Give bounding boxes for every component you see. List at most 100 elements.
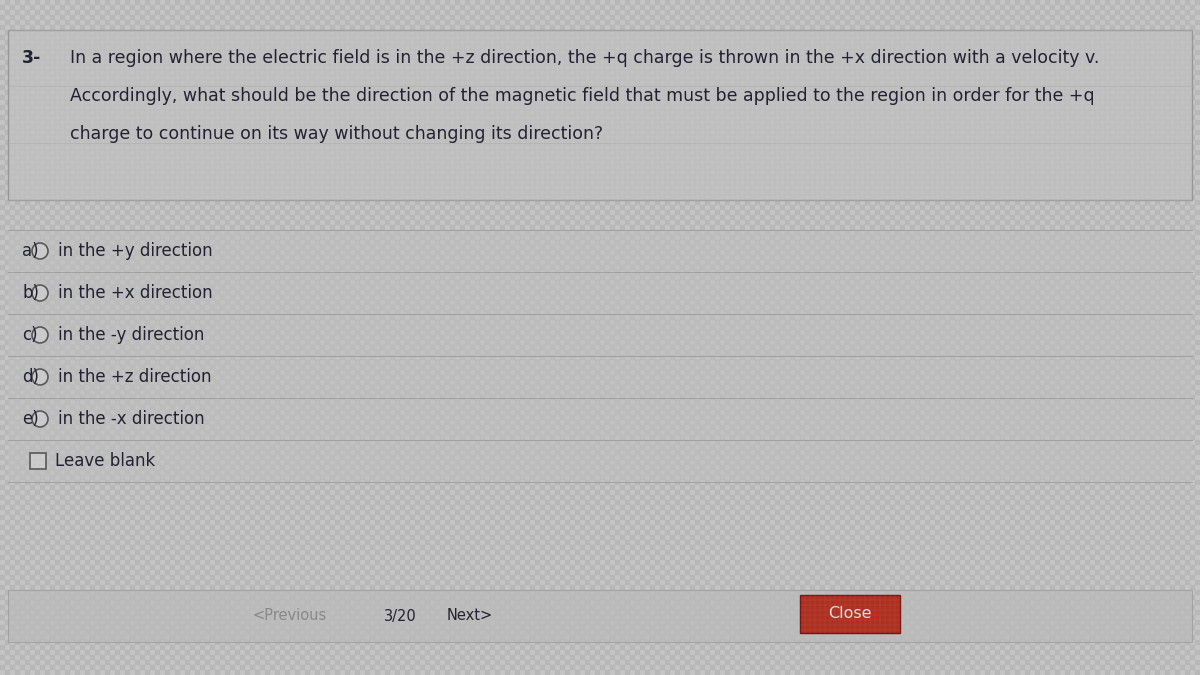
Bar bbox=[100, 390, 106, 395]
Bar bbox=[445, 115, 450, 120]
Bar bbox=[475, 325, 480, 330]
Bar bbox=[1180, 660, 1186, 665]
Bar bbox=[565, 120, 570, 125]
Bar bbox=[775, 670, 780, 675]
Bar bbox=[905, 120, 910, 125]
Bar bbox=[120, 95, 125, 100]
Bar bbox=[170, 315, 175, 320]
Bar bbox=[510, 55, 515, 60]
Bar bbox=[460, 440, 466, 445]
Bar bbox=[50, 450, 55, 455]
Bar bbox=[875, 40, 880, 45]
Bar bbox=[445, 520, 450, 525]
Bar bbox=[445, 385, 450, 390]
Bar bbox=[1120, 540, 1126, 545]
Bar bbox=[440, 500, 445, 505]
Bar bbox=[820, 485, 826, 490]
Bar bbox=[780, 165, 785, 170]
Bar bbox=[1096, 505, 1100, 510]
Bar bbox=[20, 585, 25, 590]
Bar bbox=[445, 285, 450, 290]
Bar bbox=[820, 555, 826, 560]
Bar bbox=[1080, 170, 1085, 175]
Bar bbox=[870, 500, 875, 505]
Bar bbox=[630, 410, 635, 415]
Bar bbox=[340, 55, 346, 60]
Bar bbox=[766, 65, 770, 70]
Bar bbox=[314, 265, 320, 270]
Bar bbox=[1045, 495, 1050, 500]
Bar bbox=[320, 410, 325, 415]
Bar bbox=[360, 135, 365, 140]
Bar bbox=[665, 60, 670, 65]
Bar bbox=[320, 115, 325, 120]
Bar bbox=[990, 440, 995, 445]
Bar bbox=[125, 650, 130, 655]
Bar bbox=[25, 225, 30, 230]
Bar bbox=[575, 660, 580, 665]
Bar bbox=[890, 555, 895, 560]
Bar bbox=[166, 215, 170, 220]
Bar bbox=[70, 400, 74, 405]
Bar bbox=[25, 325, 30, 330]
Bar bbox=[946, 325, 950, 330]
Bar bbox=[320, 605, 325, 610]
Bar bbox=[760, 110, 766, 115]
Bar bbox=[510, 235, 515, 240]
Bar bbox=[960, 505, 965, 510]
Bar bbox=[780, 20, 785, 25]
Bar bbox=[35, 380, 40, 385]
Bar bbox=[425, 570, 430, 575]
Bar bbox=[760, 480, 766, 485]
Bar bbox=[960, 375, 965, 380]
Bar bbox=[805, 225, 810, 230]
Bar bbox=[820, 150, 826, 155]
Bar bbox=[175, 25, 180, 30]
Bar bbox=[665, 610, 670, 615]
Bar bbox=[20, 20, 25, 25]
Bar bbox=[295, 15, 300, 20]
Bar bbox=[826, 475, 830, 480]
Bar bbox=[5, 470, 10, 475]
Bar bbox=[930, 195, 935, 200]
Bar bbox=[554, 510, 560, 515]
Bar bbox=[1050, 405, 1055, 410]
Bar bbox=[125, 115, 130, 120]
Bar bbox=[925, 205, 930, 210]
Bar bbox=[990, 105, 995, 110]
Bar bbox=[30, 20, 35, 25]
Bar bbox=[20, 620, 25, 625]
Bar bbox=[1020, 435, 1025, 440]
Bar bbox=[85, 555, 90, 560]
Bar bbox=[625, 230, 630, 235]
Bar bbox=[205, 460, 210, 465]
Bar bbox=[540, 290, 545, 295]
Bar bbox=[1180, 605, 1186, 610]
Bar bbox=[835, 450, 840, 455]
Bar bbox=[680, 570, 685, 575]
Bar bbox=[80, 480, 85, 485]
Bar bbox=[14, 565, 20, 570]
Bar bbox=[55, 460, 60, 465]
Bar bbox=[805, 540, 810, 545]
Bar bbox=[805, 480, 810, 485]
Bar bbox=[865, 490, 870, 495]
Bar bbox=[460, 420, 466, 425]
Bar bbox=[554, 330, 560, 335]
Bar bbox=[385, 195, 390, 200]
Bar bbox=[106, 405, 110, 410]
Bar bbox=[535, 550, 540, 555]
Bar bbox=[1075, 405, 1080, 410]
Bar bbox=[650, 485, 655, 490]
Bar bbox=[380, 10, 385, 15]
Bar bbox=[1080, 100, 1085, 105]
Bar bbox=[175, 430, 180, 435]
Bar bbox=[1110, 550, 1115, 555]
Bar bbox=[740, 250, 745, 255]
Bar bbox=[20, 300, 25, 305]
Bar bbox=[815, 105, 820, 110]
Bar bbox=[860, 100, 865, 105]
Bar bbox=[850, 100, 854, 105]
Bar bbox=[60, 135, 65, 140]
Bar bbox=[14, 510, 20, 515]
